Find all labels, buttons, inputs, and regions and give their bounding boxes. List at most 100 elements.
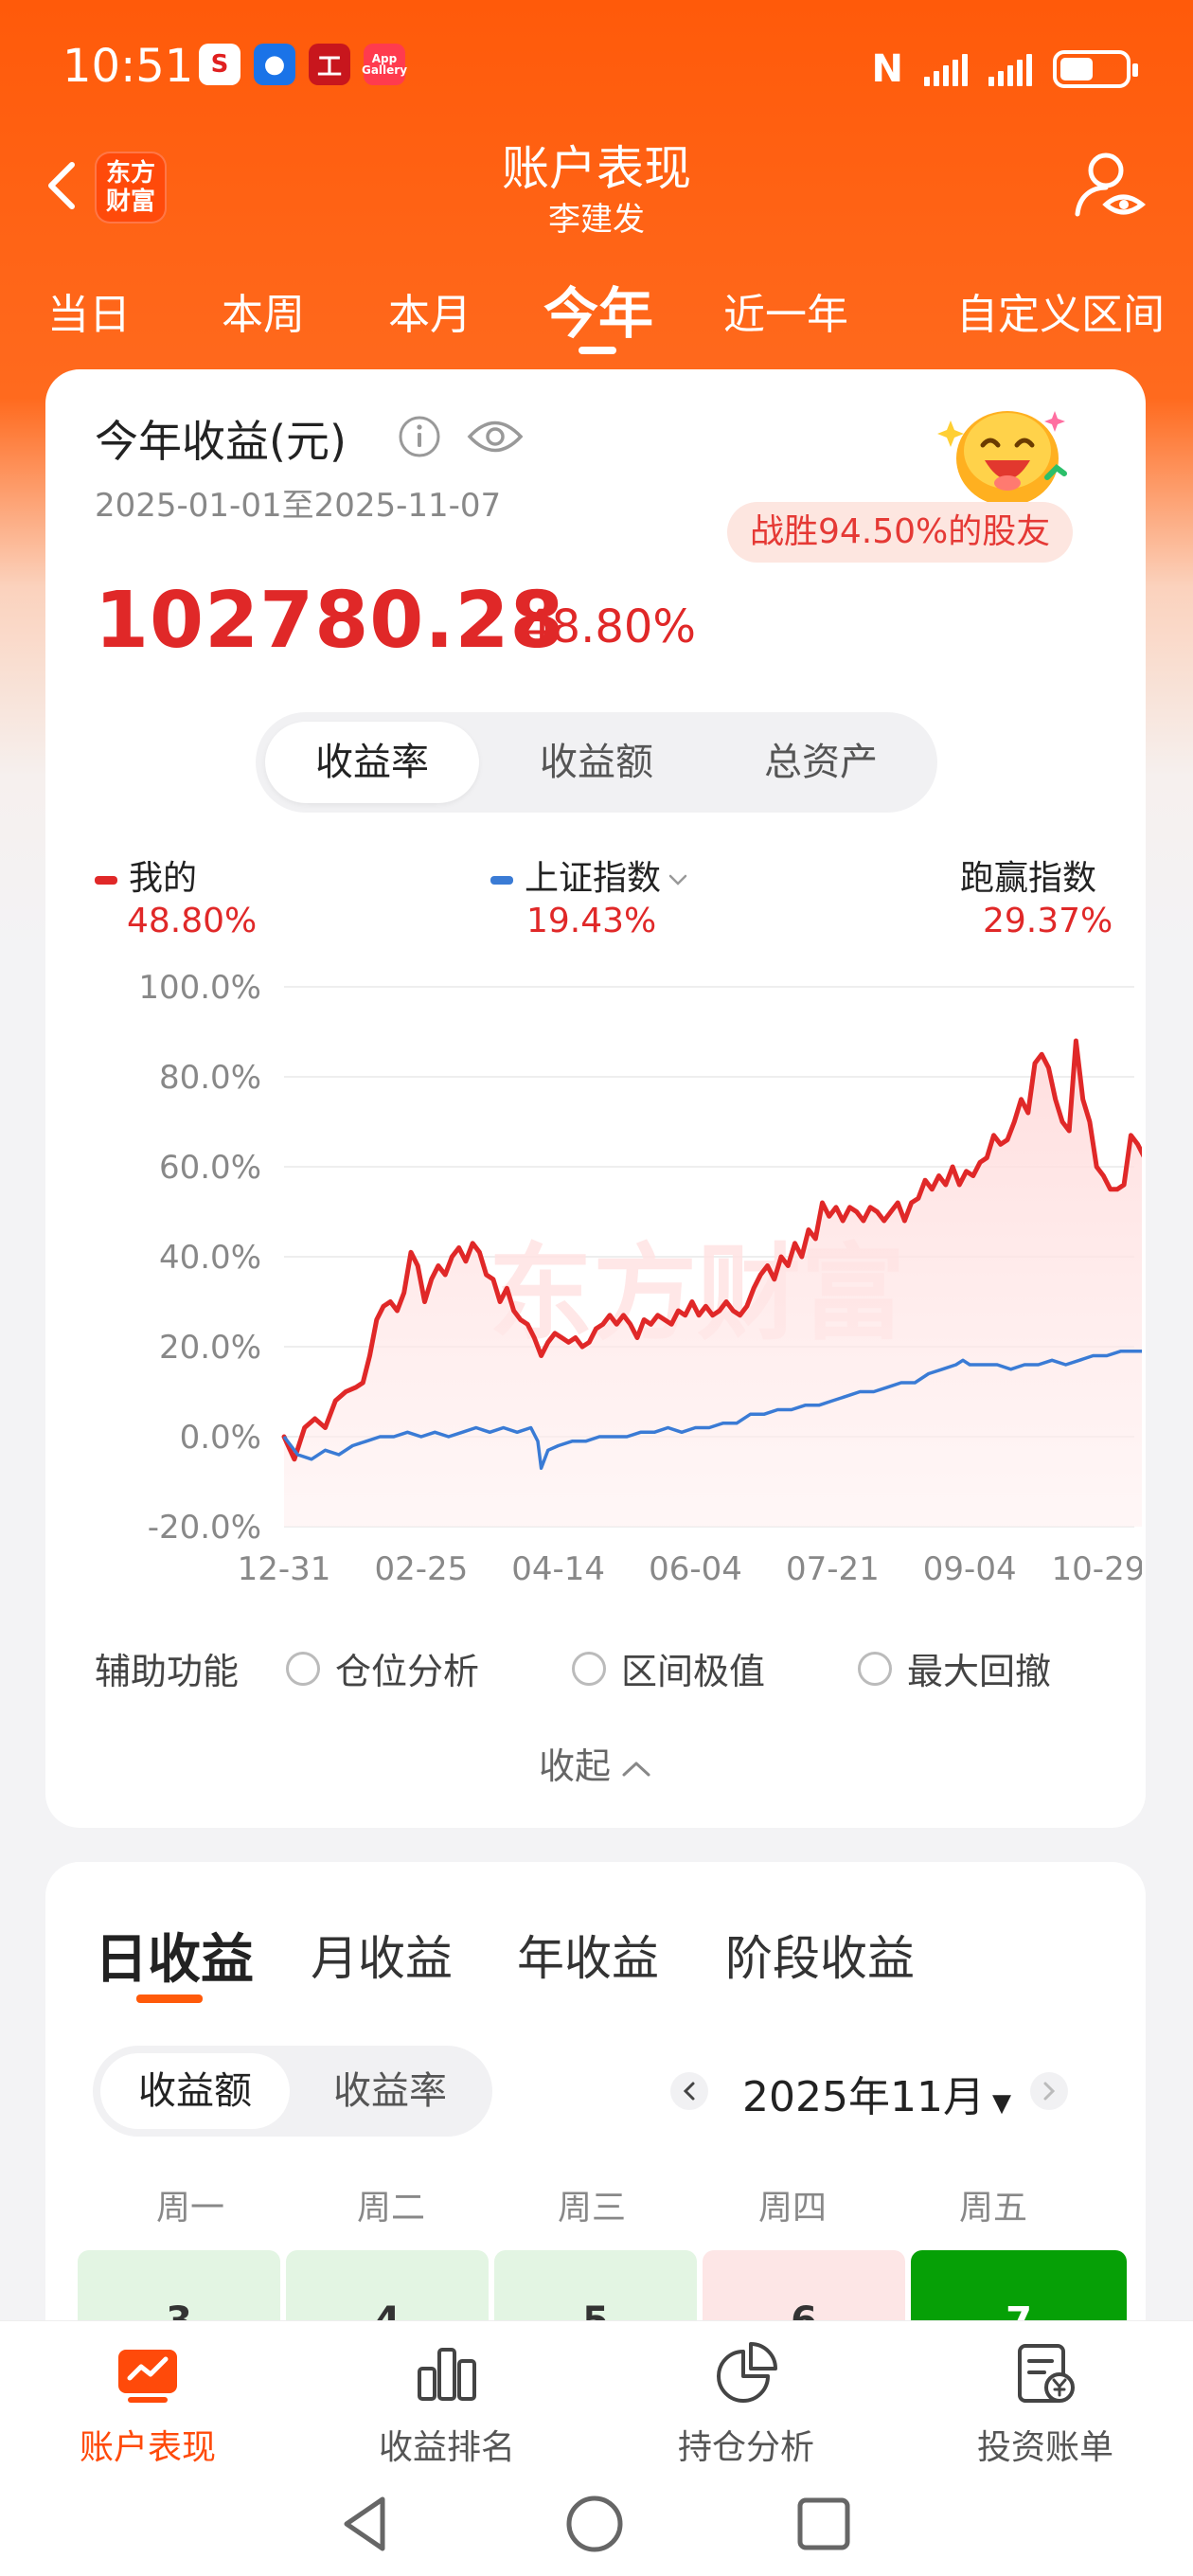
tab-indicator: [579, 347, 616, 354]
month-selector[interactable]: 2025年11月 ▼: [742, 2063, 1011, 2123]
month-label: 2025年11月: [742, 2073, 985, 2121]
radio-icon[interactable]: [286, 1651, 320, 1686]
chart-type-toggle: 收益率 收益额 总资产: [256, 712, 937, 813]
x-tick-label: 07-21: [786, 1550, 880, 1585]
profit-rate: 48.80%: [523, 600, 697, 653]
chevron-left-icon[interactable]: [670, 2072, 708, 2110]
weekday-fri: 周五: [958, 2189, 1027, 2227]
nav-holdings-analysis[interactable]: 持仓分析: [632, 2340, 860, 2469]
nav-account-performance-label: 账户表现: [79, 2428, 216, 2467]
toggle-income-rate[interactable]: 收益率: [333, 2069, 447, 2113]
income-toggle: 收益额 收益率: [93, 2046, 492, 2137]
signal-icon-2: [988, 52, 1032, 86]
y-tick-label: 80.0%: [159, 1059, 261, 1097]
option-range-extremes[interactable]: 区间极值: [572, 1642, 765, 1694]
huawei-icon: S: [199, 44, 240, 85]
x-tick-label: 12-31: [238, 1550, 331, 1585]
nfc-icon: N: [871, 47, 903, 91]
option-position-analysis[interactable]: 仓位分析: [286, 1642, 479, 1694]
weekday-tue: 周二: [356, 2189, 425, 2227]
user-privacy-icon[interactable]: [1072, 148, 1148, 224]
nav-holdings-analysis-label: 持仓分析: [677, 2428, 814, 2467]
tab-stage-income[interactable]: 阶段收益: [725, 1931, 915, 1986]
legend-mine-swatch: [95, 875, 117, 885]
legend-mine: 我的: [95, 850, 197, 900]
page-title: 账户表现: [502, 141, 691, 196]
series-mine-area: [284, 1041, 1142, 1527]
y-tick-label: 40.0%: [159, 1239, 261, 1277]
radio-icon[interactable]: [572, 1651, 606, 1686]
y-tick-label: 100.0%: [138, 970, 261, 1007]
status-bar: 10:51 S ● 工 App Gallery N: [0, 0, 1193, 133]
system-home-icon[interactable]: [564, 2494, 625, 2554]
toggle-amount[interactable]: 收益额: [540, 741, 653, 784]
back-arrow-icon[interactable]: [38, 157, 95, 214]
tab-today[interactable]: 当日: [47, 291, 131, 339]
eye-icon[interactable]: [466, 415, 525, 458]
return-chart[interactable]: 100.0%80.0%60.0%40.0%20.0%0.0%-20.0%东方财富…: [91, 970, 1142, 1585]
period-tabs: 当日 本周 本月 今年 近一年 自定义区间: [0, 265, 1193, 360]
bottom-nav: 账户表现 收益排名 持仓分析 投资账单: [0, 2320, 1193, 2576]
tab-last-year[interactable]: 近一年: [723, 291, 848, 339]
chart-icon: [118, 2350, 177, 2403]
x-tick-label: 10-29: [1052, 1550, 1142, 1585]
nav-investment-bill-label: 投资账单: [976, 2428, 1113, 2467]
bar-icon: [418, 2348, 476, 2401]
logo-line-1: 东方: [105, 159, 155, 188]
pie-icon: [717, 2342, 777, 2403]
status-indicators: N: [871, 47, 1138, 91]
tab-custom-range[interactable]: 自定义区间: [956, 291, 1165, 339]
beat-peers-badge: 战胜94.50%的股友: [727, 502, 1074, 563]
summary-title: 今年收益(元): [95, 416, 347, 467]
logo-line-2: 财富: [105, 188, 155, 216]
series-index-line: [282, 1350, 1142, 1471]
legend-mine-value: 48.80%: [127, 902, 258, 940]
series-mine-line: [281, 1038, 1142, 1462]
toggle-income-amount[interactable]: 收益额: [100, 2053, 290, 2129]
laughing-mascot-icon: [937, 411, 1067, 506]
option-max-drawdown-label: 最大回撤: [907, 1651, 1052, 1692]
y-tick-label: 60.0%: [159, 1149, 261, 1187]
bank-icon: 工: [309, 44, 350, 85]
option-max-drawdown[interactable]: 最大回撤: [858, 1642, 1051, 1694]
system-recents-icon[interactable]: [795, 2496, 852, 2552]
toggle-rate[interactable]: 收益率: [265, 722, 479, 803]
tab-week[interactable]: 本周: [222, 291, 305, 339]
tab-year[interactable]: 今年: [543, 281, 654, 346]
info-icon[interactable]: [398, 415, 441, 458]
chevron-down-icon[interactable]: [667, 868, 689, 891]
profit-amount: 102780.28: [95, 576, 565, 666]
x-tick-label: 04-14: [511, 1550, 605, 1585]
eastmoney-logo: 东方 财富: [95, 152, 167, 224]
messages-icon: ●: [254, 44, 295, 85]
tab-yearly-income[interactable]: 年收益: [517, 1931, 659, 1986]
legend-outperform-label: 跑赢指数: [960, 859, 1097, 898]
weekday-wed: 周三: [557, 2189, 626, 2227]
x-tick-label: 06-04: [649, 1550, 742, 1585]
system-back-icon[interactable]: [337, 2494, 394, 2554]
summary-card: 今年收益(元) 2025-01-01至2025-11-07 战胜94.50%的股…: [45, 369, 1146, 1828]
nav-profit-ranking[interactable]: 收益排名: [333, 2340, 561, 2469]
y-tick-label: 0.0%: [180, 1419, 261, 1457]
chevron-right-icon[interactable]: [1030, 2072, 1068, 2110]
legend-index-swatch: [490, 875, 513, 885]
nav-account-performance[interactable]: 账户表现: [34, 2340, 261, 2469]
weekday-mon: 周一: [155, 2189, 224, 2227]
tab-daily-income[interactable]: 日收益: [95, 1929, 254, 1991]
app-gallery-icon: App Gallery: [362, 44, 407, 85]
x-tick-label: 02-25: [374, 1550, 468, 1585]
battery-icon: [1053, 50, 1138, 88]
radio-icon[interactable]: [858, 1651, 892, 1686]
signal-icon: [924, 52, 968, 86]
legend-index-label: 上证指数: [525, 859, 662, 898]
tab-monthly-income[interactable]: 月收益: [311, 1931, 453, 1986]
tab-month[interactable]: 本月: [388, 291, 472, 339]
x-tick-label: 09-04: [923, 1550, 1017, 1585]
legend-index[interactable]: 上证指数: [490, 850, 689, 900]
collapse-button[interactable]: 收起: [45, 1737, 1146, 1789]
nav-investment-bill[interactable]: 投资账单: [932, 2340, 1159, 2469]
status-app-icons: S ● 工 App Gallery: [199, 44, 407, 85]
toggle-total-assets[interactable]: 总资产: [764, 741, 878, 784]
option-position-analysis-label: 仓位分析: [335, 1651, 480, 1692]
